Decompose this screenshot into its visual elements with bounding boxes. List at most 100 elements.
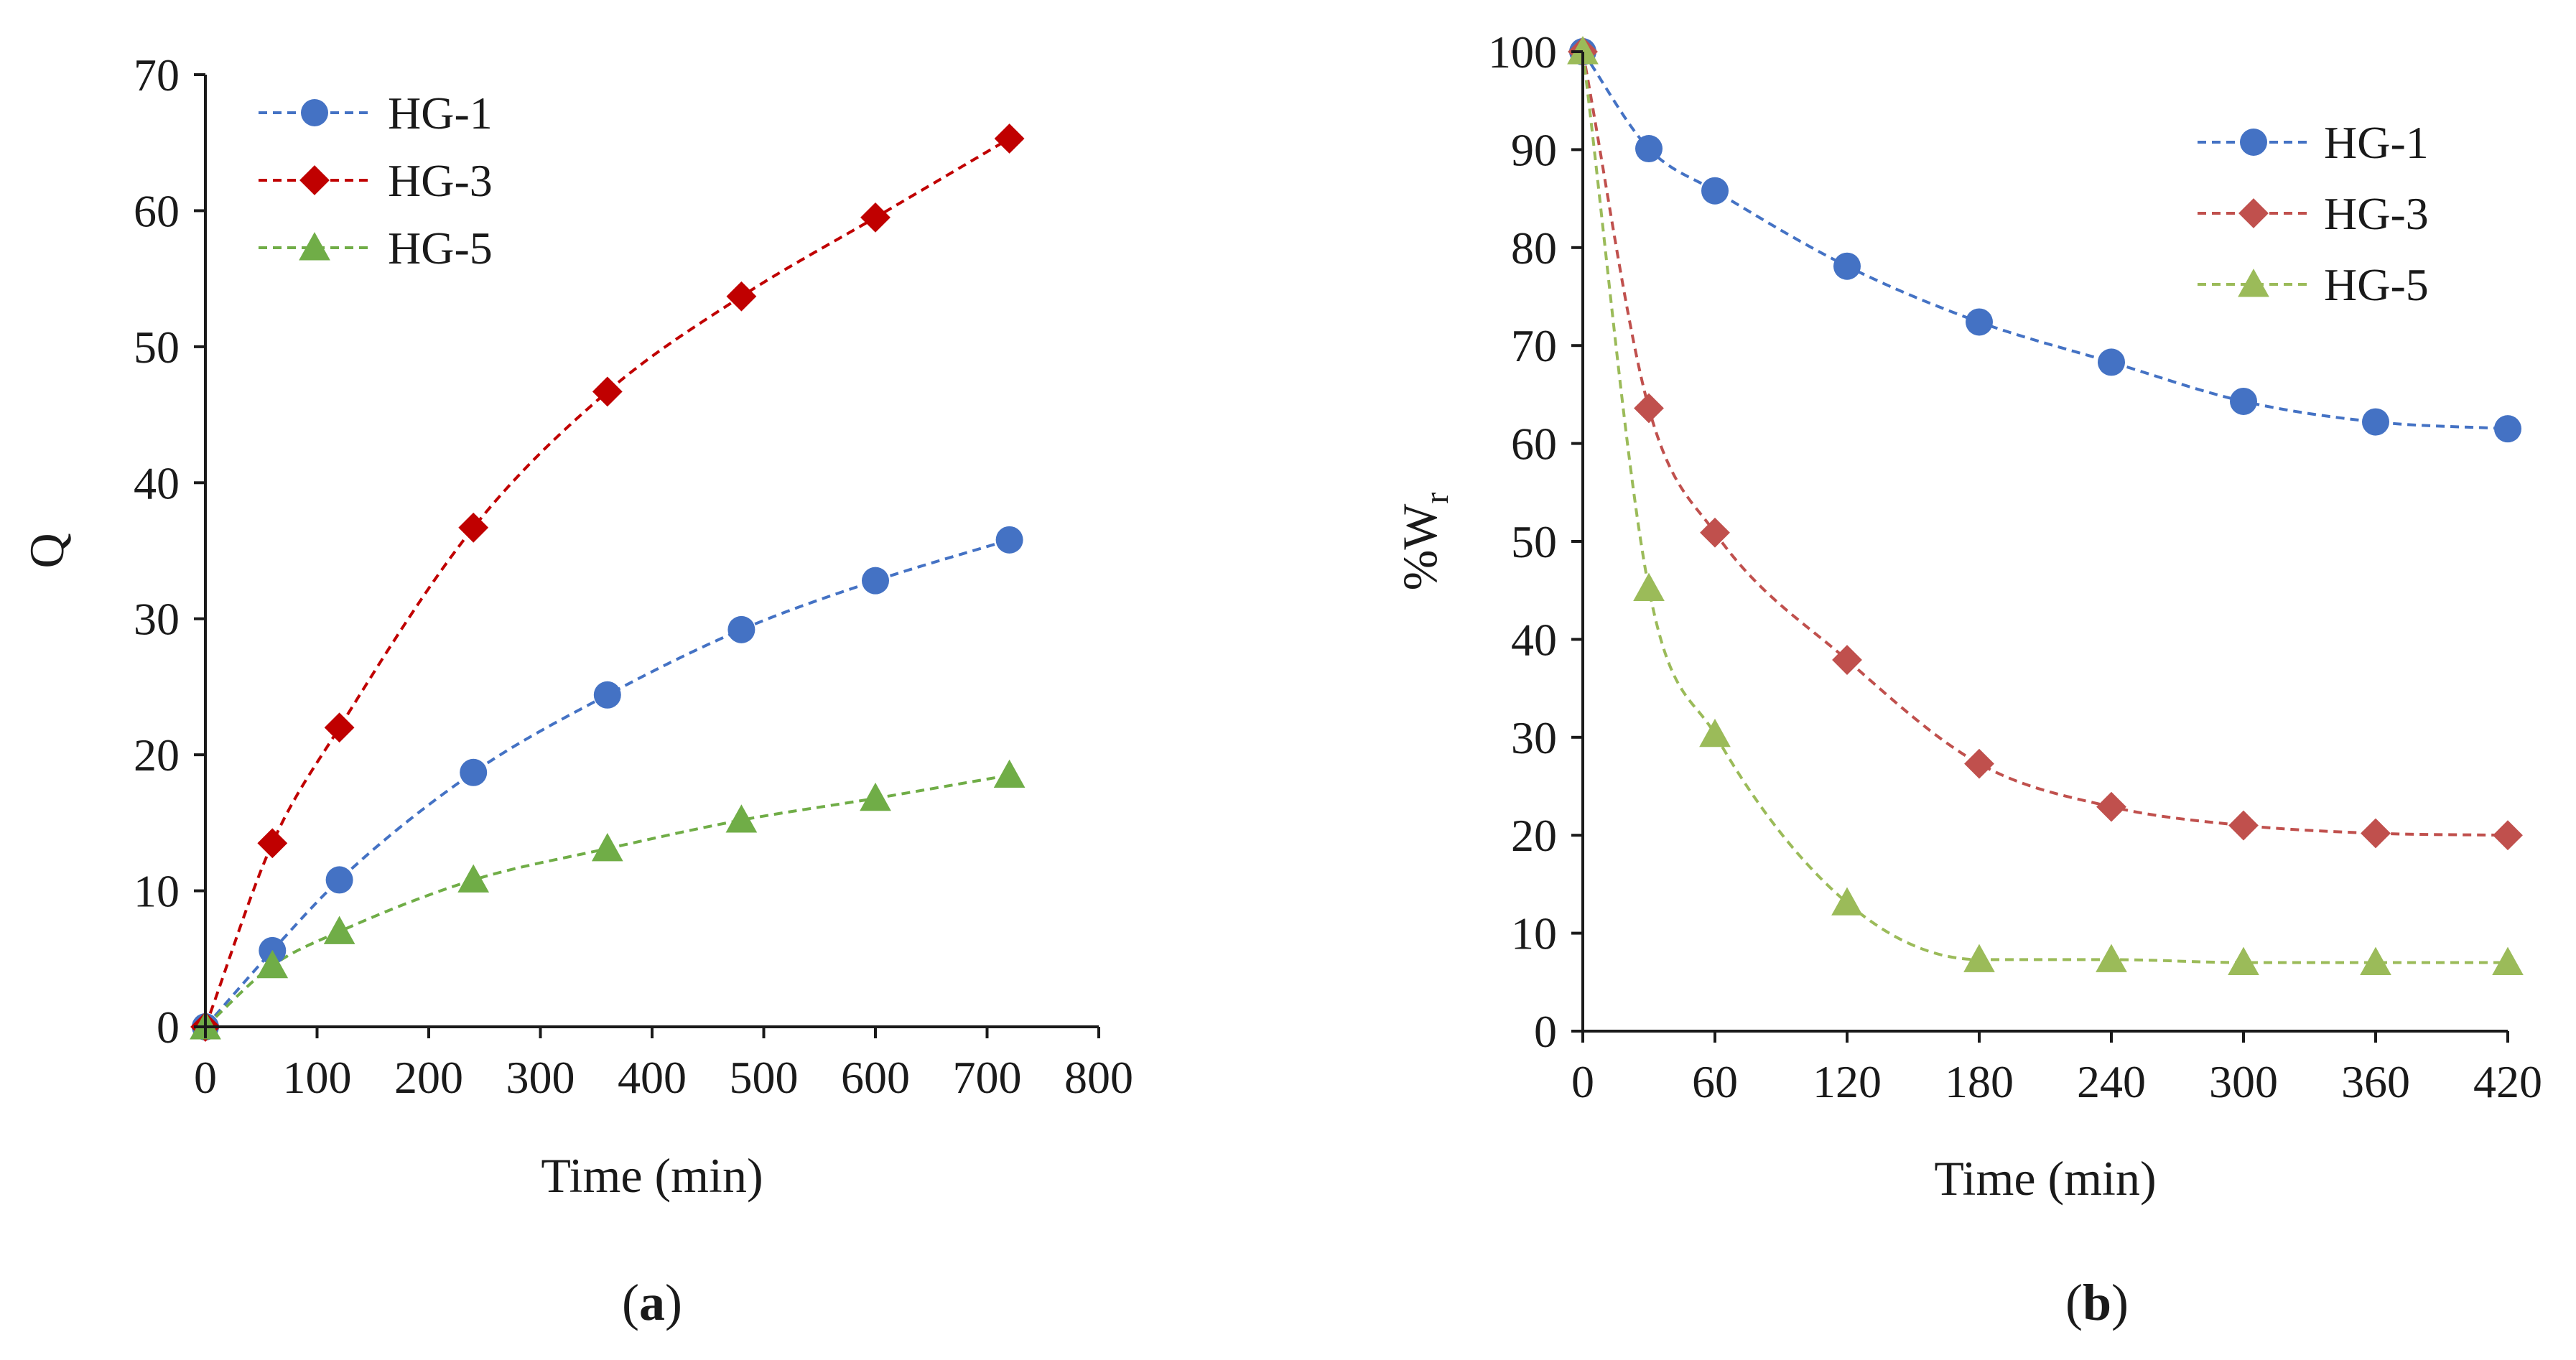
legend-marker-hg-1: [2240, 129, 2267, 156]
data-point-hg-1: [593, 681, 621, 709]
x-tick-label: 240: [2077, 1056, 2146, 1107]
legend-label-hg-5: HG-5: [388, 223, 493, 274]
data-point-hg-3: [726, 281, 757, 312]
y-tick-label: 20: [1511, 810, 1557, 861]
data-point-hg-5: [591, 832, 623, 862]
data-point-hg-5: [2492, 946, 2524, 975]
data-point-hg-1: [2098, 348, 2125, 376]
data-point-hg-5: [725, 804, 758, 833]
y-tick-label: 50: [1511, 516, 1557, 567]
data-point-hg-3: [2096, 791, 2126, 822]
data-point-hg-3: [257, 828, 288, 859]
x-tick-label: 800: [1064, 1052, 1133, 1103]
y-tick-label: 90: [1511, 124, 1557, 175]
data-point-hg-3: [592, 376, 623, 407]
data-point-hg-1: [460, 758, 488, 786]
x-tick-label: 200: [394, 1052, 463, 1103]
data-point-hg-5: [1633, 572, 1665, 601]
y-axis-title: %Wr: [1392, 493, 1456, 591]
x-tick-label: 700: [953, 1052, 1022, 1103]
chart-panel-b: 0 10 20 30 40 50 60 70 80 90 100 0 60 120 180 240 300 360…: [1392, 27, 2542, 1331]
y-tick-label: 100: [1488, 27, 1557, 78]
x-tick-label: 500: [730, 1052, 799, 1103]
series-line-hg-3: [204, 137, 1010, 1028]
y-tick-label: 70: [134, 50, 180, 101]
data-point-hg-1: [2362, 408, 2389, 436]
data-point-hg-5: [993, 759, 1026, 788]
y-tick-label: 0: [157, 1002, 180, 1053]
legend-label-hg-3: HG-3: [2324, 188, 2429, 239]
data-point-hg-5: [1963, 944, 1995, 972]
data-point-hg-3: [1700, 517, 1730, 548]
data-point-hg-3: [860, 202, 891, 233]
data-point-hg-1: [995, 526, 1023, 554]
x-tick-label: 0: [194, 1052, 217, 1103]
data-point-hg-3: [458, 512, 489, 543]
y-tick-label: 10: [134, 866, 180, 917]
legend-label-hg-1: HG-1: [388, 88, 493, 139]
data-point-hg-1: [325, 866, 353, 894]
series-line-hg-1: [204, 538, 1010, 1028]
x-axis-title: Time (min): [1934, 1151, 2156, 1206]
data-point-hg-3: [1964, 748, 1994, 779]
data-point-hg-3: [2493, 820, 2523, 851]
y-tick-label: 20: [134, 730, 180, 781]
data-point-hg-5: [1699, 718, 1731, 747]
data-point-hg-3: [994, 124, 1025, 154]
x-tick-label: 400: [618, 1052, 687, 1103]
y-tick-label: 50: [134, 322, 180, 373]
data-point-hg-3: [2228, 810, 2259, 841]
panel-label-b: (b): [2065, 1274, 2129, 1331]
data-point-hg-3: [2361, 818, 2391, 849]
legend: HG-1 HG-3 HG-5: [259, 88, 493, 274]
x-tick-label: 180: [1945, 1056, 2014, 1107]
legend-marker-hg-5: [299, 232, 330, 261]
data-point-hg-1: [2230, 387, 2257, 415]
panel-label-a: (a): [622, 1274, 682, 1331]
x-tick-label: 100: [283, 1052, 352, 1103]
data-point-hg-1: [1966, 308, 1993, 336]
x-tick-label: 420: [2473, 1056, 2542, 1107]
data-point-hg-5: [860, 782, 891, 811]
y-axis-title: Q: [19, 533, 74, 568]
y-tick-label: 30: [134, 594, 180, 645]
x-tick-label: 300: [506, 1052, 575, 1103]
x-tick-label: 600: [841, 1052, 910, 1103]
legend-label-hg-5: HG-5: [2324, 259, 2429, 310]
y-tick-label: 10: [1511, 908, 1557, 959]
y-tick-label: 70: [1511, 320, 1557, 371]
data-point-hg-5: [2096, 944, 2127, 972]
data-point-hg-1: [862, 567, 889, 595]
data-point-hg-5: [457, 864, 490, 893]
legend-marker-hg-3: [2238, 198, 2269, 228]
y-tick-label: 60: [1511, 419, 1557, 470]
legend: HG-1 HG-3 HG-5: [2198, 117, 2429, 310]
data-point-hg-1: [1833, 252, 1861, 280]
data-point-hg-3: [1832, 645, 1862, 675]
data-point-hg-3: [1634, 393, 1664, 424]
x-tick-label: 300: [2209, 1056, 2278, 1107]
legend-marker-hg-3: [299, 165, 330, 195]
x-tick-label: 0: [1571, 1056, 1594, 1107]
data-point-hg-5: [323, 916, 355, 944]
y-tick-label: 80: [1511, 223, 1557, 274]
data-point-hg-1: [727, 615, 755, 643]
y-tick-label: 0: [1534, 1006, 1557, 1057]
y-tick-label: 60: [134, 185, 180, 236]
y-tick-label: 40: [1511, 614, 1557, 665]
data-point-hg-1: [2494, 415, 2521, 443]
data-point-hg-5: [2228, 946, 2259, 975]
x-tick-label: 60: [1692, 1056, 1738, 1107]
data-point-hg-5: [2360, 946, 2391, 975]
data-point-hg-1: [1701, 177, 1729, 205]
data-point-hg-1: [1635, 135, 1663, 163]
legend-marker-hg-1: [301, 99, 328, 126]
legend-label-hg-3: HG-3: [388, 155, 493, 206]
data-point-hg-5: [1567, 36, 1599, 65]
x-tick-label: 120: [1813, 1056, 1882, 1107]
x-axis-title: Time (min): [541, 1148, 763, 1203]
legend-label-hg-1: HG-1: [2324, 117, 2429, 168]
data-point-hg-5: [256, 949, 289, 979]
